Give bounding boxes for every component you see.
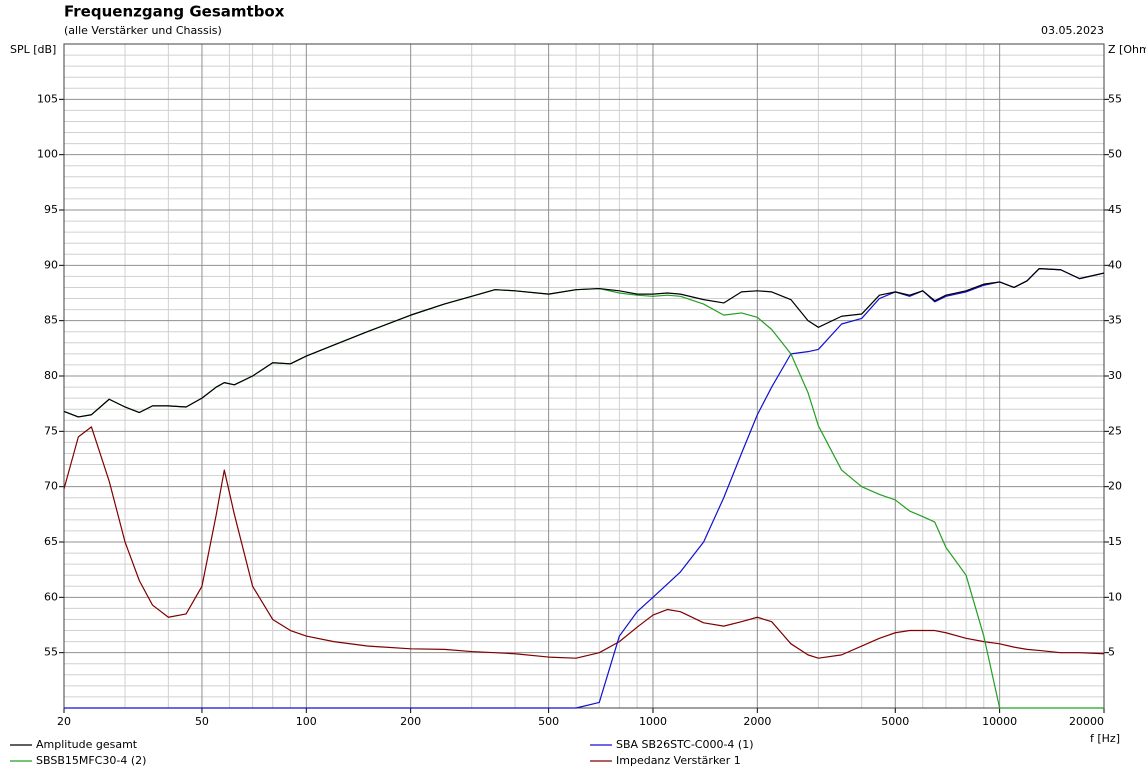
y2-tick-label: 45 [1108,203,1122,216]
x-tick-label: 2000 [743,715,771,728]
series-line [63,268,1105,418]
y-tick-label: 65 [44,535,58,548]
x-tick-label: 20 [57,715,71,728]
legend-label: SBSB15MFC30-4 (2) [36,754,146,767]
y2-tick-label: 25 [1108,424,1122,437]
x-tick-label: 200 [400,715,421,728]
y-tick-label: 85 [44,314,58,327]
y-tick-label: 90 [44,258,58,271]
x-tick-label: 1000 [639,715,667,728]
x-tick-label: 100 [296,715,317,728]
y2-tick-label: 20 [1108,480,1122,493]
series-line [64,268,1105,709]
y2-tick-label: 15 [1108,535,1122,548]
y-tick-label: 105 [37,92,58,105]
legend-label: SBA SB26STC-C000-4 (1) [616,738,754,751]
y2-tick-label: 5 [1108,646,1115,659]
y-axis-label: SPL [dB] [10,43,56,56]
y-tick-label: 100 [37,148,58,161]
chart-subtitle: (alle Verstärker und Chassis) [64,24,222,37]
y2-tick-label: 35 [1108,314,1122,327]
x-tick-label: 50 [195,715,209,728]
date: 03.05.2023 [1041,24,1104,37]
y2-tick-label: 55 [1108,92,1122,105]
x-tick-label: 500 [538,715,559,728]
series-line [63,426,1105,659]
y2-tick-label: 30 [1108,369,1122,382]
plot-frame [63,43,1105,709]
legend-label: Impedanz Verstärker 1 [616,754,741,767]
y-tick-label: 95 [44,203,58,216]
x-tick-label: 5000 [881,715,909,728]
y-tick-label: 60 [44,590,58,603]
chart-title: Frequenzgang Gesamtbox [64,3,285,21]
y-tick-label: 55 [44,646,58,659]
x-tick-label: 20000 [1069,715,1104,728]
y-tick-label: 75 [44,424,58,437]
x-axis-label: f [Hz] [1090,732,1120,745]
y2-tick-label: 50 [1108,148,1122,161]
legend-label: Amplitude gesamt [36,738,138,751]
y2-tick-label: 10 [1108,590,1122,603]
y2-tick-label: 40 [1108,258,1122,271]
y2-axis-label: Z [Ohm] [1108,43,1146,56]
y-tick-label: 70 [44,480,58,493]
y-tick-label: 80 [44,369,58,382]
x-tick-label: 10000 [982,715,1017,728]
